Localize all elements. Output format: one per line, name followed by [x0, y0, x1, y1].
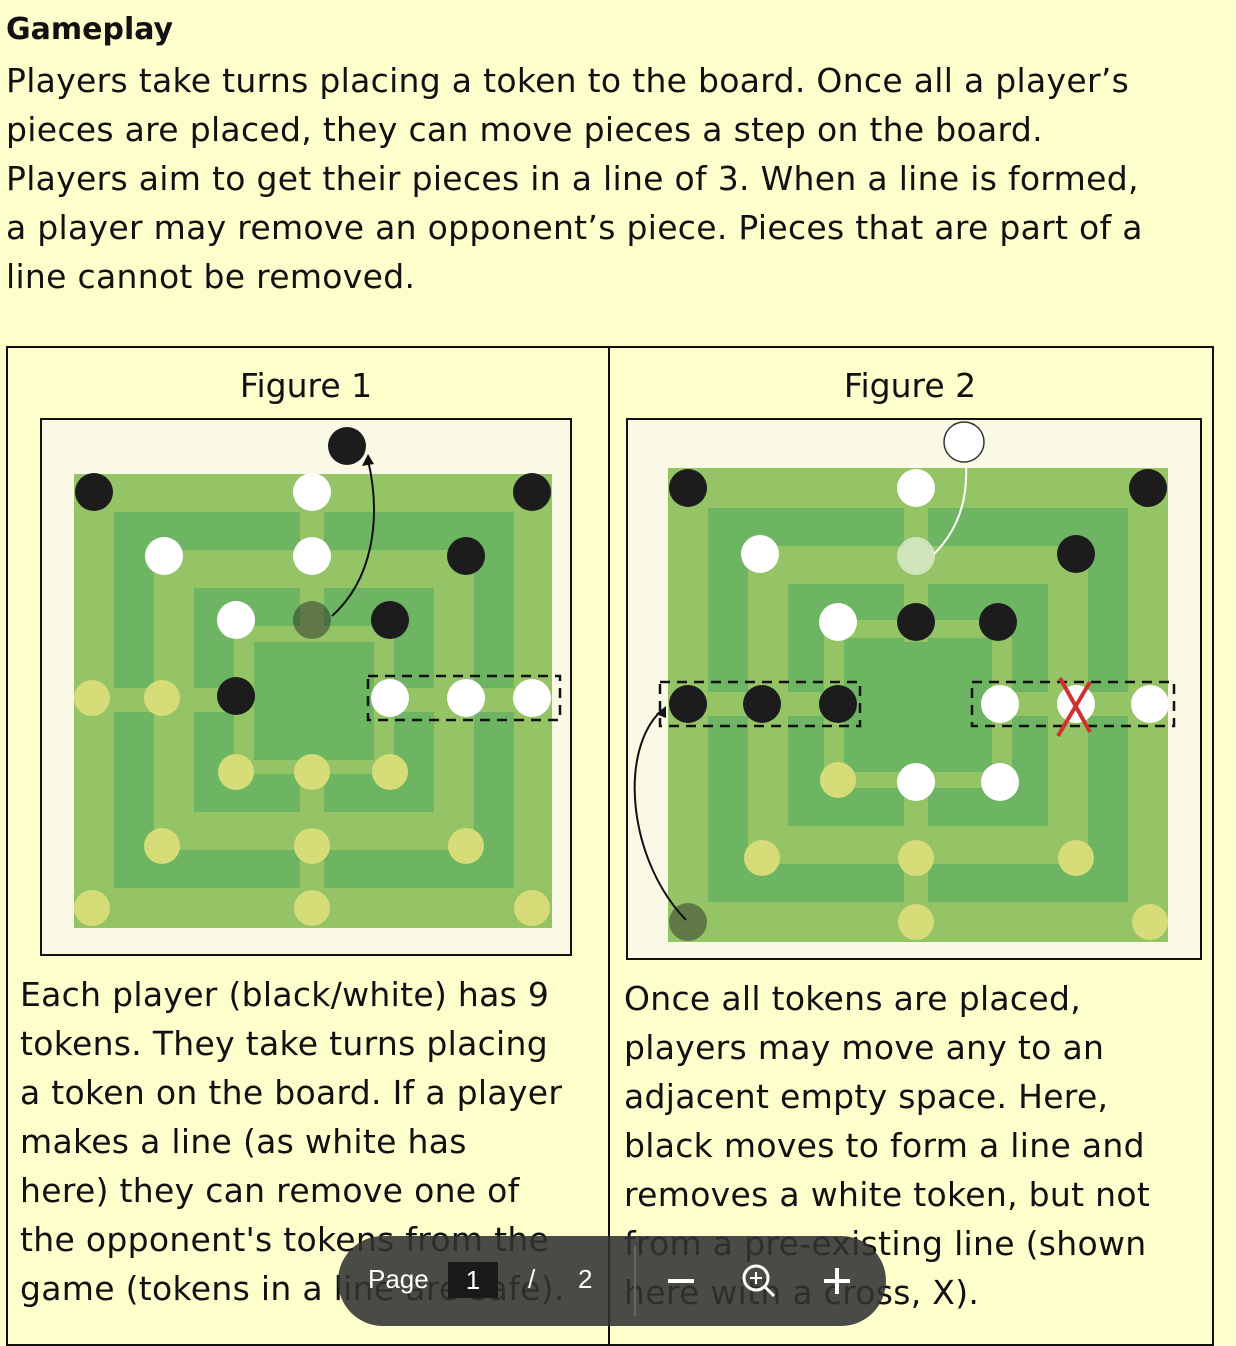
caption-line: adjacent empty space. Here, [624, 1077, 1109, 1116]
caption-line: a token on the board. If a player [20, 1073, 563, 1112]
pdf-toolbar: Page 1 / 2 [338, 1236, 886, 1326]
page-number-input[interactable]: 1 [448, 1262, 498, 1298]
move-arrow-white [933, 463, 968, 555]
paragraph-line: a player may remove an opponent’s piece.… [6, 208, 1143, 247]
toolbar-divider [634, 1246, 636, 1316]
black-line-highlight [658, 680, 862, 728]
figure-1-title: Figure 1 [239, 366, 373, 405]
caption-line: players may move any to an [624, 1028, 1105, 1067]
removed-white-token [943, 421, 985, 463]
figure-2-board [626, 418, 1202, 960]
plus-icon [824, 1268, 850, 1294]
section-heading: Gameplay [6, 12, 174, 47]
figure-1-board-graphic [74, 427, 562, 928]
total-pages: 2 [578, 1264, 593, 1294]
gameplay-paragraph: Players take turns placing a token to th… [6, 56, 1216, 301]
zoom-in-button[interactable] [812, 1256, 862, 1306]
white-line-highlight [366, 674, 562, 722]
caption-line: removes a white token, but not [624, 1175, 1151, 1214]
moved-black-ghost [293, 601, 331, 639]
figure-2-board-graphic [633, 421, 1176, 942]
figure-2-title: Figure 2 [843, 366, 977, 405]
removed-white-ghost [897, 537, 935, 575]
move-arrow-black [633, 709, 687, 921]
black-tokens [669, 469, 1167, 723]
paragraph-line: pieces are placed, they can move pieces … [6, 110, 1043, 149]
zoom-out-button[interactable] [656, 1256, 706, 1306]
empty-points [74, 680, 550, 926]
magnifier-plus-icon [742, 1264, 776, 1298]
empty-points [744, 762, 1168, 940]
caption-line: tokens. They take turns placing [20, 1024, 548, 1063]
moved-black-ghost [669, 903, 707, 941]
paragraph-line: line cannot be removed. [6, 257, 416, 296]
caption-line: makes a line (as white has [20, 1122, 467, 1161]
page-label: Page [368, 1264, 429, 1294]
caption-line: Each player (black/white) has 9 [20, 975, 550, 1014]
paragraph-line: Players take turns placing a token to th… [6, 61, 1130, 100]
black-tokens [75, 427, 551, 715]
page-separator: / [528, 1264, 536, 1294]
white-tokens [145, 473, 551, 717]
move-arrow [331, 459, 375, 617]
caption-line: black moves to form a line and [624, 1126, 1145, 1165]
cross-mark [1056, 677, 1092, 738]
paragraph-line: Players aim to get their pieces in a lin… [6, 159, 1139, 198]
caption-line: here) they can remove one of [20, 1171, 520, 1210]
figure-divider [608, 346, 610, 1346]
minus-icon [668, 1279, 694, 1283]
figure-1-board [40, 418, 572, 956]
zoom-fit-button[interactable] [734, 1256, 784, 1306]
caption-line: Once all tokens are placed, [624, 979, 1082, 1018]
white-line-highlight [970, 680, 1176, 728]
